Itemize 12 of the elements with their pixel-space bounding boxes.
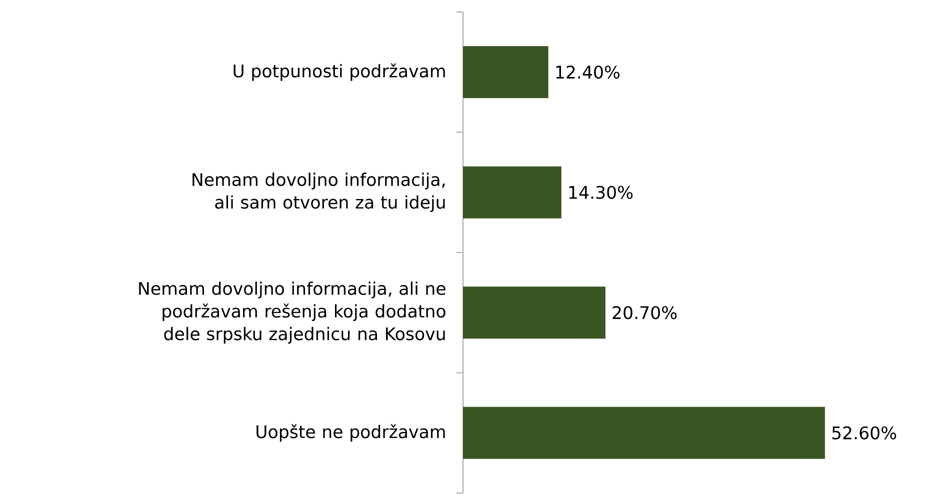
bar	[463, 46, 548, 98]
y-tick-label: Nemam dovoljno informacija, ali ne podržavam rešenja koja dodatno dele srpsku zajednicu na Kosovu	[139, 282, 446, 344]
y-tick-label: Nemam dovoljno informacija, ali sam otvoren za tu ideju	[192, 172, 445, 212]
bar	[463, 406, 825, 459]
y-tick-label: U potpunosti podržavam	[234, 63, 445, 81]
data-label: 14.30%	[569, 186, 633, 199]
bar	[463, 166, 562, 218]
data-label: 20.70%	[612, 306, 677, 320]
data-label: 12.40%	[556, 66, 620, 79]
bar	[463, 286, 606, 339]
data-label: 52.60%	[832, 426, 896, 440]
y-tick-label: Uopšte ne podržavam	[256, 424, 445, 442]
